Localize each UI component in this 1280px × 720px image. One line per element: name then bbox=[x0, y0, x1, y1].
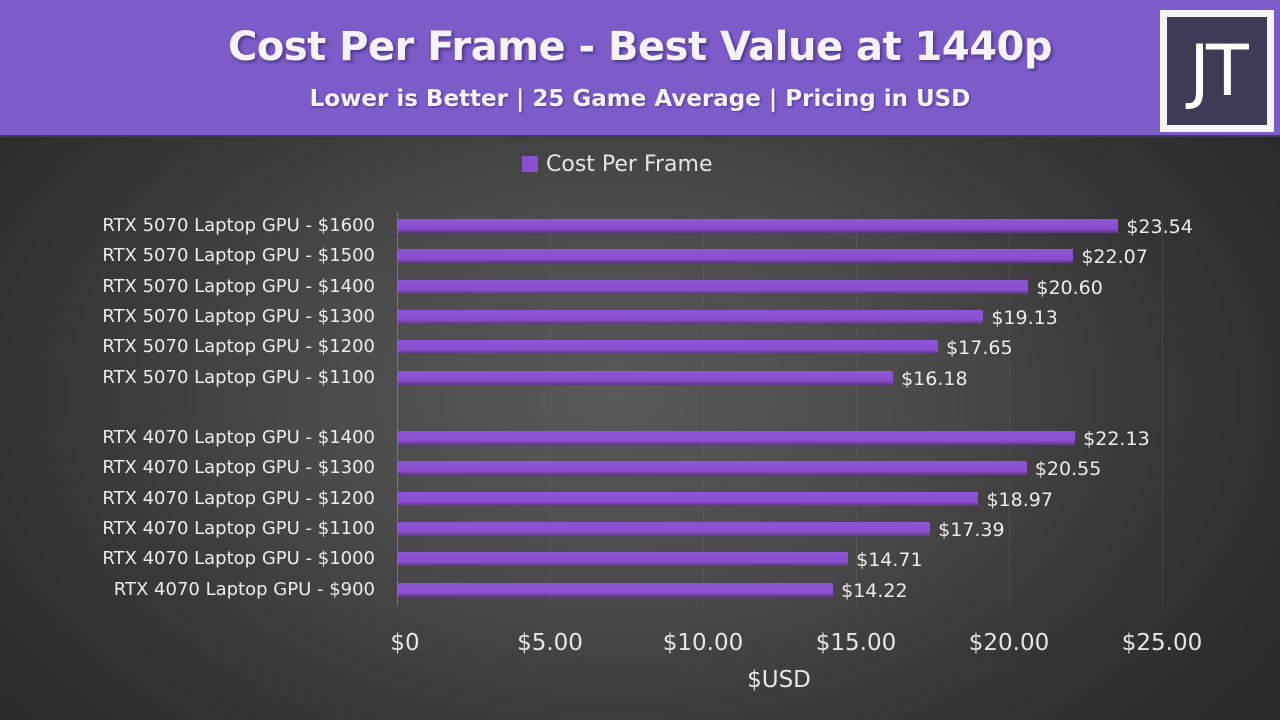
category-label: RTX 5070 Laptop GPU - $1400 bbox=[102, 275, 375, 297]
header-banner: Cost Per Frame - Best Value at 1440p Low… bbox=[0, 0, 1280, 137]
gridline bbox=[703, 212, 704, 606]
x-tick-label: $5.00 bbox=[517, 630, 583, 656]
x-axis-label: $USD bbox=[747, 667, 811, 693]
legend: Cost Per Frame bbox=[522, 150, 713, 178]
x-tick-label: $15.00 bbox=[815, 630, 897, 656]
logo-text: JT bbox=[1167, 17, 1267, 125]
bar-value-label: $14.22 bbox=[841, 579, 908, 602]
gridline bbox=[856, 212, 857, 606]
gridline bbox=[550, 212, 551, 606]
category-label: RTX 5070 Laptop GPU - $1100 bbox=[102, 366, 375, 388]
category-label: RTX 4070 Laptop GPU - $1400 bbox=[102, 427, 375, 449]
bar-value-label: $17.65 bbox=[946, 337, 1013, 360]
category-label: RTX 4070 Laptop GPU - $1000 bbox=[102, 548, 375, 570]
category-label: RTX 5070 Laptop GPU - $1300 bbox=[102, 305, 375, 327]
legend-label: Cost Per Frame bbox=[546, 151, 713, 177]
data-bar bbox=[398, 249, 1074, 264]
chart-subtitle: Lower is Better | 25 Game Average | Pric… bbox=[309, 86, 971, 112]
bar-value-label: $22.07 bbox=[1081, 246, 1148, 269]
category-label: RTX 5070 Laptop GPU - $1500 bbox=[102, 245, 375, 267]
data-bar bbox=[398, 279, 1029, 294]
x-tick-label: $10.00 bbox=[662, 630, 744, 656]
category-label: RTX 4070 Laptop GPU - $900 bbox=[113, 578, 375, 600]
data-bar bbox=[398, 370, 894, 385]
bar-value-label: $14.71 bbox=[856, 549, 923, 572]
bar-value-label: $20.55 bbox=[1034, 458, 1102, 481]
data-bar bbox=[398, 552, 849, 567]
data-bar bbox=[398, 522, 931, 536]
category-label: RTX 4070 Laptop GPU - $1200 bbox=[102, 487, 375, 509]
category-label: RTX 5070 Laptop GPU - $1200 bbox=[102, 336, 375, 358]
data-bar bbox=[398, 219, 1119, 233]
data-bar bbox=[398, 309, 984, 324]
category-label: RTX 4070 Laptop GPU - $1300 bbox=[102, 457, 375, 479]
bar-value-label: $20.60 bbox=[1036, 276, 1103, 299]
data-bar bbox=[398, 582, 834, 597]
x-tick-label: $0 bbox=[390, 630, 420, 656]
x-tick-label: $25.00 bbox=[1121, 630, 1203, 656]
channel-logo: JT bbox=[1160, 10, 1274, 132]
data-bar bbox=[398, 431, 1076, 446]
data-bar bbox=[398, 461, 1027, 476]
bar-value-label: $16.18 bbox=[901, 367, 968, 390]
chart-title: Cost Per Frame - Best Value at 1440p bbox=[227, 24, 1053, 70]
y-axis-line bbox=[397, 212, 398, 606]
gridline bbox=[1009, 212, 1010, 606]
bar-value-label: $19.13 bbox=[991, 306, 1058, 329]
category-label: RTX 5070 Laptop GPU - $1600 bbox=[102, 215, 375, 236]
legend-swatch-icon bbox=[522, 156, 538, 172]
x-tick-label: $20.00 bbox=[968, 630, 1050, 656]
data-bar bbox=[398, 340, 939, 355]
bar-value-label: $18.97 bbox=[986, 488, 1053, 511]
bar-value-label: $22.13 bbox=[1083, 428, 1150, 451]
gridline bbox=[1162, 212, 1163, 606]
bar-value-label: $17.39 bbox=[938, 519, 1005, 541]
data-bar bbox=[398, 491, 979, 506]
bar-value-label: $23.54 bbox=[1126, 216, 1193, 238]
category-label: RTX 4070 Laptop GPU - $1100 bbox=[102, 518, 375, 539]
